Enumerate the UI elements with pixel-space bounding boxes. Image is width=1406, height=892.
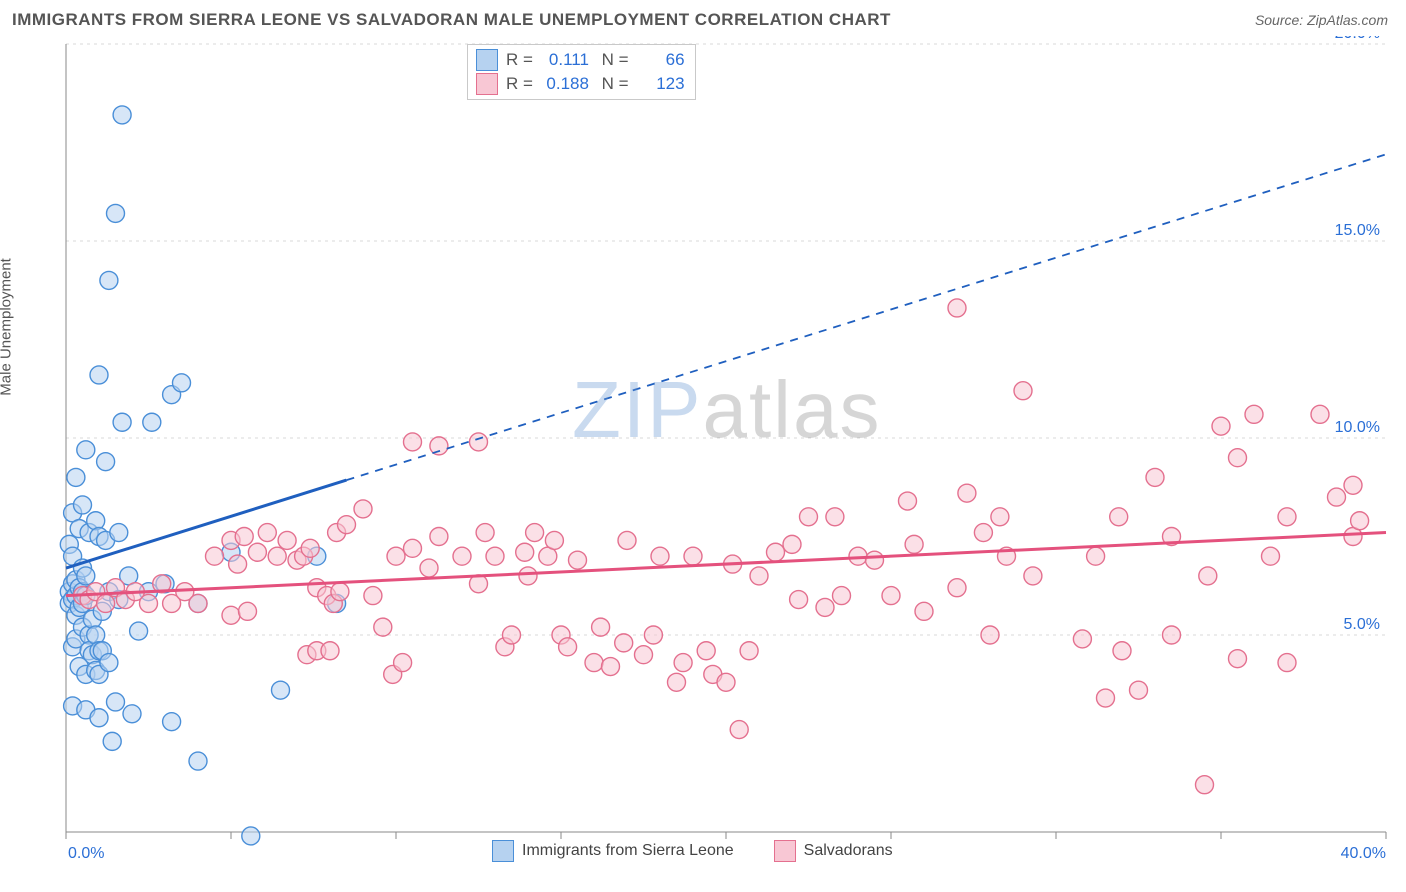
legend-label: Immigrants from Sierra Leone xyxy=(522,842,734,860)
n-value: 123 xyxy=(637,72,685,96)
stats-row: R = 0.111 N = 66 xyxy=(476,48,685,72)
legend-swatch xyxy=(476,73,498,95)
n-label: N = xyxy=(597,48,629,72)
r-value: 0.111 xyxy=(541,48,589,72)
chart-title: IMMIGRANTS FROM SIERRA LEONE VS SALVADOR… xyxy=(12,10,891,30)
chart-header: IMMIGRANTS FROM SIERRA LEONE VS SALVADOR… xyxy=(0,0,1406,36)
svg-text:20.0%: 20.0% xyxy=(1335,36,1380,42)
scatter-chart: 5.0% 10.0% 15.0% 20.0% 0.0% 40.0% xyxy=(12,36,1394,876)
n-label: N = xyxy=(597,72,629,96)
svg-text:10.0%: 10.0% xyxy=(1335,419,1380,436)
legend-item: Salvadorans xyxy=(774,840,893,862)
correlation-stats-box: R = 0.111 N = 66 R = 0.188 N = 123 xyxy=(467,44,696,100)
stats-row: R = 0.188 N = 123 xyxy=(476,72,685,96)
chart-container: Male Unemployment 5.0%10.0%15.0%20.0%0.0… xyxy=(12,36,1394,876)
svg-text:15.0%: 15.0% xyxy=(1335,222,1380,239)
n-value: 66 xyxy=(637,48,685,72)
r-value: 0.188 xyxy=(541,72,589,96)
legend-label: Salvadorans xyxy=(804,842,893,860)
r-label: R = xyxy=(506,72,533,96)
y-axis-label: Male Unemployment xyxy=(0,258,15,396)
svg-text:40.0%: 40.0% xyxy=(1341,845,1386,862)
legend-swatch xyxy=(476,49,498,71)
legend-swatch xyxy=(774,840,796,862)
r-label: R = xyxy=(506,48,533,72)
source-label: Source: xyxy=(1255,12,1303,28)
source-name: ZipAtlas.com xyxy=(1307,12,1388,28)
source-credit: Source: ZipAtlas.com xyxy=(1255,12,1388,28)
svg-text:5.0%: 5.0% xyxy=(1344,616,1380,633)
legend-item: Immigrants from Sierra Leone xyxy=(492,840,734,862)
legend-swatch xyxy=(492,840,514,862)
svg-text:0.0%: 0.0% xyxy=(68,845,104,862)
series-legend: Immigrants from Sierra Leone Salvadorans xyxy=(492,840,893,862)
